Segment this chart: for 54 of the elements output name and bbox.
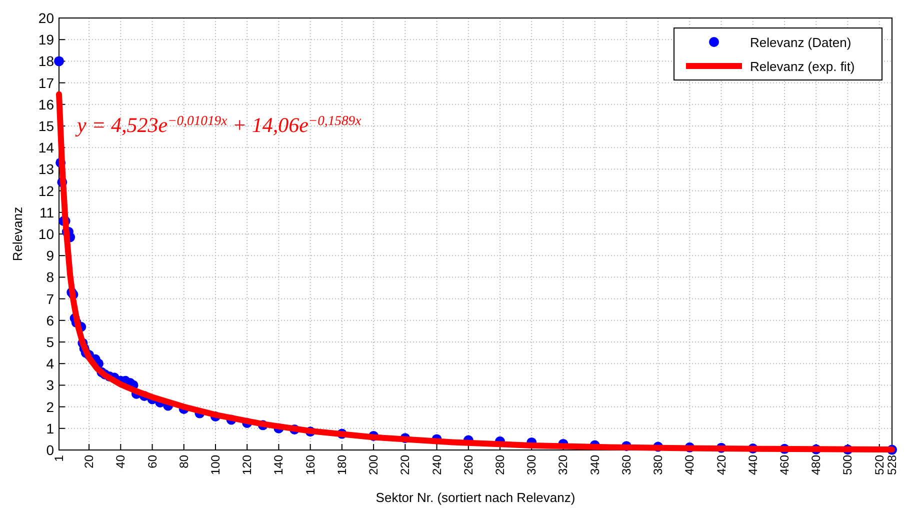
y-tick-label: 4 xyxy=(46,356,54,372)
y-tick-label: 11 xyxy=(39,204,54,220)
x-tick-label: 1 xyxy=(52,454,66,462)
x-tick-label: 220 xyxy=(398,454,412,476)
legend-label: Relevanz (Daten) xyxy=(750,35,852,50)
y-tick-label: 9 xyxy=(46,248,54,264)
y-tick-label: 2 xyxy=(46,398,54,415)
x-tick-label: 60 xyxy=(145,454,160,468)
y-tick-label: 17 xyxy=(38,74,54,91)
x-tick-label: 240 xyxy=(430,454,444,476)
x-tick-label: 280 xyxy=(493,454,507,476)
x-tick-label: 320 xyxy=(556,454,570,476)
x-tick-label: 180 xyxy=(334,454,349,476)
y-tick-label: 8 xyxy=(46,269,54,286)
y-tick-label: 10 xyxy=(38,226,54,242)
x-tick-label: 140 xyxy=(272,454,286,476)
y-tick-label: 13 xyxy=(38,161,54,178)
x-tick-label: 260 xyxy=(461,454,476,476)
x-tick-label: 120 xyxy=(240,454,254,476)
y-tick-label: 12 xyxy=(38,182,54,199)
x-tick-label: 300 xyxy=(524,454,539,476)
x-tick-label: 420 xyxy=(714,454,728,476)
x-tick-label: 200 xyxy=(366,454,381,476)
x-tick-label: 100 xyxy=(208,454,222,476)
y-tick-label: 5 xyxy=(46,334,54,350)
y-tick-label: 16 xyxy=(38,96,54,112)
y-tick-label: 0 xyxy=(46,442,54,458)
x-tick-label: 400 xyxy=(682,454,697,476)
y-axis-title: Relevanz xyxy=(10,206,25,262)
x-tick-label: 160 xyxy=(303,454,318,476)
y-tick-label: 3 xyxy=(46,377,54,394)
x-tick-label: 480 xyxy=(809,454,824,476)
legend-label: Relevanz (exp. fit) xyxy=(750,59,855,74)
y-tick-label: 7 xyxy=(46,290,54,307)
x-tick-label: 520 xyxy=(872,454,886,476)
x-tick-label: 80 xyxy=(176,454,191,468)
x-tick-label: 500 xyxy=(840,454,855,476)
y-tick-label: 20 xyxy=(38,10,54,26)
x-tick-label: 340 xyxy=(588,454,602,476)
x-tick-label: 380 xyxy=(651,454,666,476)
y-tick-label: 6 xyxy=(46,312,54,328)
x-tick-label: 40 xyxy=(114,454,128,468)
x-axis-title: Sektor Nr. (sortiert nach Relevanz) xyxy=(376,490,576,505)
y-tick-label: 1 xyxy=(46,420,54,436)
y-tick-label: 14 xyxy=(38,140,54,156)
x-tick-label: 20 xyxy=(82,454,96,468)
x-tick-label: 440 xyxy=(746,454,760,476)
y-tick-label: 15 xyxy=(38,118,54,134)
annotation: y = 4,523e$^{−0,01019x}$ + 14,06e$^{−0,1589x}$ xyxy=(75,112,362,137)
y-tick-label: 19 xyxy=(38,32,54,48)
x-tick-label: 360 xyxy=(619,454,634,476)
x-tick-label: 460 xyxy=(778,454,792,476)
y-tick-label: 18 xyxy=(38,53,54,70)
x-tick-label: 528 xyxy=(885,454,899,476)
